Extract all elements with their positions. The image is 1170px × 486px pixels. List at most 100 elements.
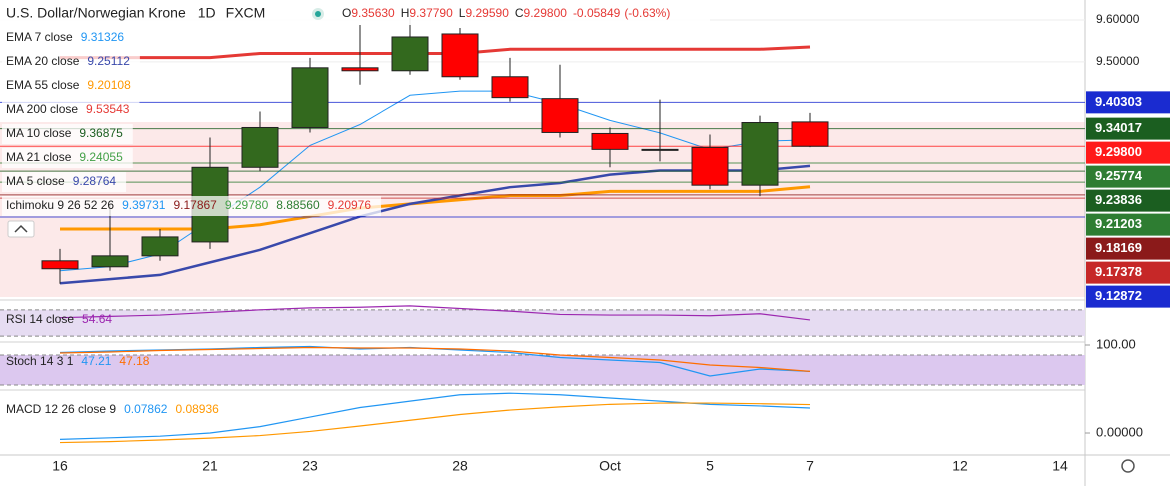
indicator-value: 9.20976 [328, 198, 372, 212]
indicator-value: 8.88560 [276, 198, 320, 212]
price-tag [1086, 165, 1170, 188]
ohlc-prefix: L [459, 6, 466, 20]
indicator-name: Ichimoku 9 26 52 26 [6, 198, 114, 212]
source: FXCM [226, 5, 266, 21]
price-tag [1086, 237, 1170, 260]
price-tag-label: 9.21203 [1095, 216, 1142, 231]
pane-name: MACD 12 26 close 9 [6, 402, 116, 416]
candle-body [791, 121, 829, 147]
price-tag [1086, 117, 1170, 140]
y-tick-label: 100.00 [1096, 336, 1136, 351]
y-tick-label: 9.50000 [1096, 54, 1140, 68]
price-tag-label: 9.17378 [1095, 264, 1142, 279]
candle-body [591, 132, 629, 150]
y-tick-label: 0.00000 [1096, 424, 1143, 439]
x-tick-label: 7 [806, 458, 814, 474]
price-tag-label: 9.12872 [1095, 288, 1142, 303]
legend-bg [2, 172, 127, 192]
ohlc-prefix: O [342, 6, 351, 20]
ohlc-prefix: H [401, 6, 410, 20]
indicator-name: MA 10 close [6, 126, 72, 140]
x-tick-label: 28 [452, 458, 468, 474]
pane-value: 47.21 [81, 354, 111, 368]
candle-body [91, 255, 129, 268]
x-tick-label: 5 [706, 458, 714, 474]
ohlc-value: 9.35630 [351, 6, 395, 20]
candle-body [291, 67, 329, 128]
ohlc-prefix: C [515, 6, 524, 20]
candle-body [441, 33, 479, 78]
change: -0.05849 [573, 6, 621, 20]
price-tag [1086, 213, 1170, 236]
indicator-value: 9.24055 [79, 150, 123, 164]
legend-bg [2, 124, 133, 144]
moving-average-line [60, 45, 811, 60]
settings-icon[interactable] [1121, 459, 1135, 473]
x-tick-label: 23 [302, 458, 318, 474]
indicator-name: MA 21 close [6, 150, 72, 164]
pane-name: Stoch 14 3 1 [6, 354, 74, 368]
collapse-button[interactable] [7, 220, 35, 238]
candle-body [491, 76, 529, 99]
legend-bg [2, 148, 133, 168]
candle-body [341, 67, 379, 72]
pane-value: 47.18 [119, 354, 149, 368]
indicator-value: 9.28764 [73, 174, 117, 188]
y-tick-label: 9.60000 [1096, 12, 1140, 26]
indicator-value: 9.20108 [87, 78, 131, 92]
candle-body [741, 122, 779, 186]
candle-body [641, 148, 679, 151]
indicator-line [59, 346, 811, 373]
indicator-name: EMA 7 close [6, 30, 73, 44]
price-tag [1086, 285, 1170, 308]
legend-bg [2, 28, 135, 48]
indicator-name: EMA 55 close [6, 78, 80, 92]
indicator-line [59, 305, 811, 321]
indicator-name: MA 5 close [6, 174, 65, 188]
price-tag [1086, 91, 1170, 114]
indicator-value: 9.25112 [87, 54, 130, 68]
indicator-line [59, 402, 811, 444]
ohlc-value: 9.29590 [465, 6, 509, 20]
indicator-name: MA 200 close [6, 102, 78, 116]
ohlc-value: 9.37790 [409, 6, 453, 20]
indicator-name: EMA 20 close [6, 54, 80, 68]
collapse-icon [14, 224, 28, 233]
legend-bg [2, 76, 141, 96]
legend-bg [2, 100, 140, 120]
candle-body [41, 260, 79, 270]
x-tick-label: 12 [952, 458, 968, 474]
pane-value: 0.08936 [175, 402, 219, 416]
candle-body [241, 126, 279, 168]
legend-bg [2, 196, 382, 216]
indicator-value: 9.29780 [225, 198, 269, 212]
header-bg [0, 3, 710, 25]
x-tick-label: 14 [1052, 458, 1068, 474]
price-tag [1086, 189, 1170, 212]
pane-band [0, 355, 1085, 385]
price-tag-label: 9.25774 [1095, 168, 1143, 183]
candle-body [541, 98, 579, 133]
indicator-value: 9.31326 [81, 30, 125, 44]
pane-value: 0.07862 [124, 402, 168, 416]
change-percent: (-0.63%) [624, 6, 670, 20]
candle-body [391, 36, 429, 72]
price-tag [1086, 141, 1170, 164]
moving-average-line [60, 185, 811, 231]
status-dot [315, 11, 321, 17]
ohlc-value: 9.29800 [524, 6, 568, 20]
x-tick-label: Oct [599, 458, 621, 474]
x-tick-label: 16 [52, 458, 68, 474]
indicator-value: 9.36875 [79, 126, 123, 140]
candle-body [141, 236, 179, 257]
x-tick-label: 21 [202, 458, 218, 474]
legend-bg [2, 52, 140, 72]
indicator-value: 9.39731 [122, 198, 166, 212]
price-tag-label: 9.29800 [1095, 144, 1142, 159]
indicator-value: 9.17867 [173, 198, 217, 212]
price-tag-label: 9.40303 [1095, 94, 1142, 109]
price-tag-label: 9.34017 [1095, 120, 1142, 135]
price-tag-label: 9.18169 [1095, 240, 1142, 255]
price-tag-label: 9.23836 [1095, 192, 1142, 207]
